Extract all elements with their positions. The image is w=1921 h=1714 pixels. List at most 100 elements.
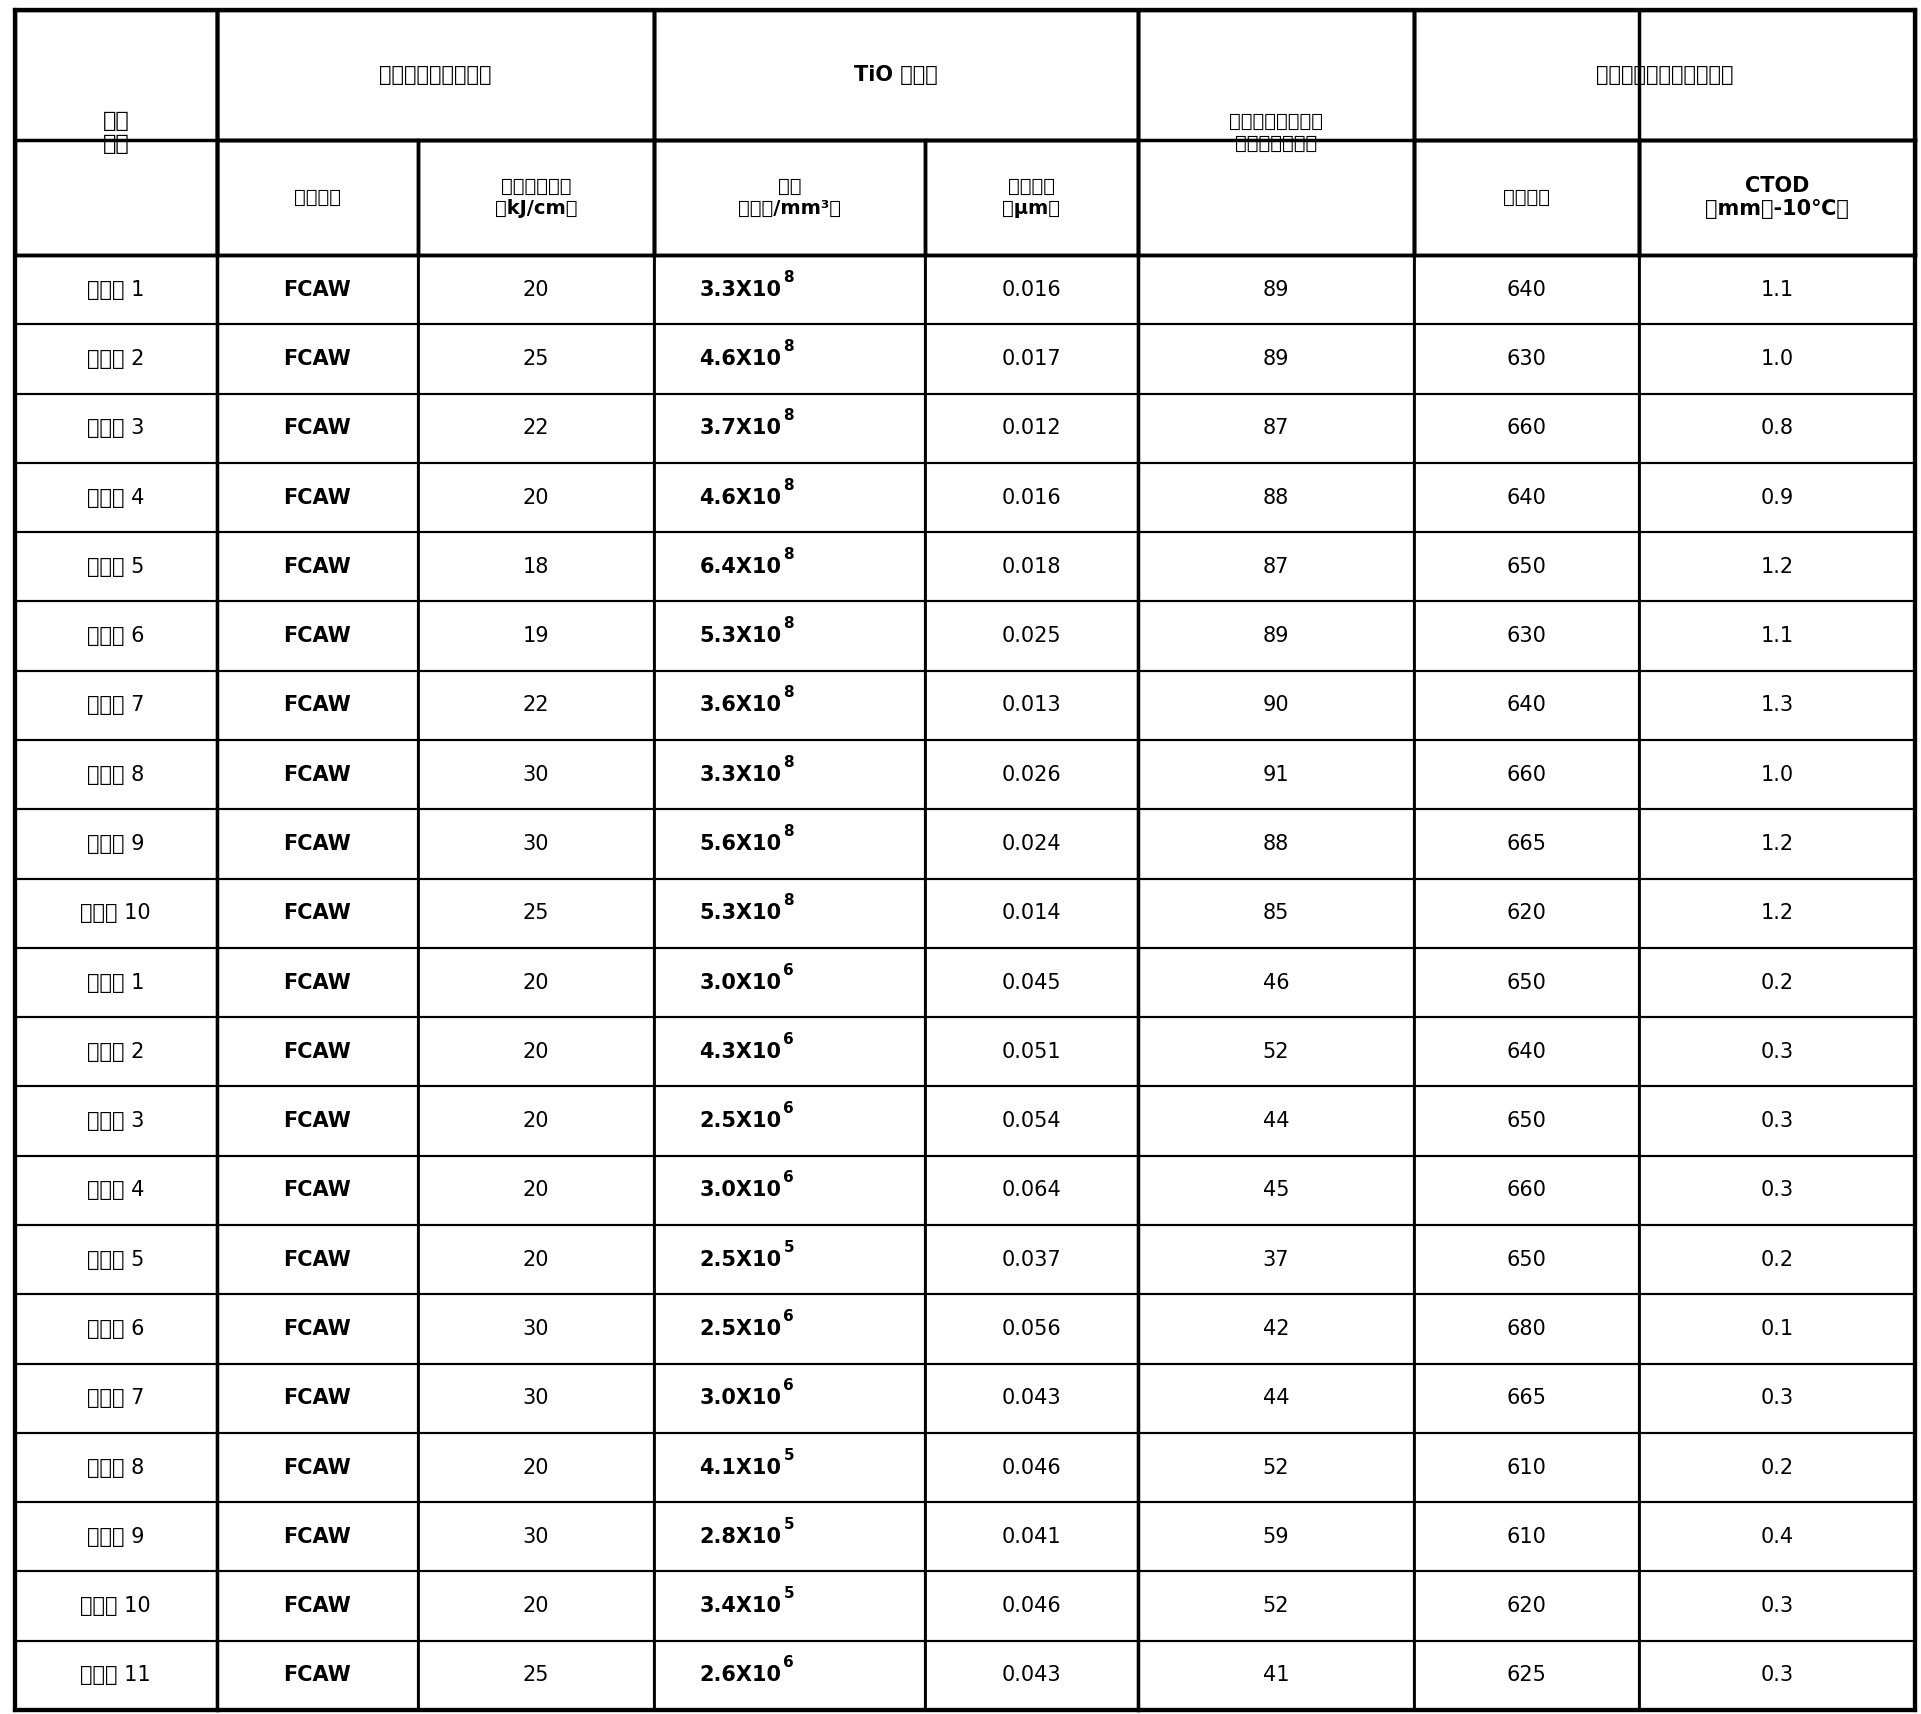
Bar xyxy=(217,670,419,740)
Bar xyxy=(924,1226,1137,1294)
Text: 0.4: 0.4 xyxy=(1760,1527,1794,1546)
Bar xyxy=(217,141,419,255)
Bar xyxy=(419,324,653,394)
Text: 660: 660 xyxy=(1506,418,1546,439)
Text: 8: 8 xyxy=(784,893,793,908)
Text: 20: 20 xyxy=(523,1111,549,1131)
Bar xyxy=(653,10,1137,141)
Bar xyxy=(15,394,217,463)
Text: 0.046: 0.046 xyxy=(1001,1457,1060,1477)
Bar xyxy=(1414,255,1639,324)
Bar xyxy=(1639,463,1915,531)
Bar xyxy=(1414,879,1639,948)
Text: 焊接金属接头的针
状铁素体的分数: 焊接金属接头的针 状铁素体的分数 xyxy=(1229,111,1324,153)
Bar xyxy=(1639,1087,1915,1155)
Text: 对比钑 8: 对比钑 8 xyxy=(86,1457,144,1477)
Bar xyxy=(1639,1226,1915,1294)
Text: 0.3: 0.3 xyxy=(1760,1111,1794,1131)
Text: 650: 650 xyxy=(1506,557,1546,578)
Text: 0.3: 0.3 xyxy=(1760,1388,1794,1409)
Bar xyxy=(924,531,1137,602)
Text: 对比钑 9: 对比钑 9 xyxy=(86,1527,144,1546)
Bar xyxy=(419,809,653,879)
Bar xyxy=(1414,141,1639,255)
Bar xyxy=(217,602,419,670)
Text: 640: 640 xyxy=(1506,1042,1546,1061)
Bar xyxy=(924,670,1137,740)
Text: 52: 52 xyxy=(1262,1457,1289,1477)
Bar xyxy=(217,1640,419,1711)
Bar xyxy=(419,1433,653,1501)
Text: 焊接方法和热量输入: 焊接方法和热量输入 xyxy=(378,65,492,86)
Text: FCAW: FCAW xyxy=(284,350,352,369)
Text: 3.0X10: 3.0X10 xyxy=(699,1181,782,1200)
Text: FCAW: FCAW xyxy=(284,1111,352,1131)
Text: 6: 6 xyxy=(784,1171,793,1186)
Text: 59: 59 xyxy=(1262,1527,1289,1546)
Bar xyxy=(15,1501,217,1572)
Text: 22: 22 xyxy=(523,696,549,715)
Bar xyxy=(1414,809,1639,879)
Text: 87: 87 xyxy=(1262,418,1289,439)
Bar xyxy=(924,879,1137,948)
Text: 625: 625 xyxy=(1506,1666,1546,1685)
Bar xyxy=(419,670,653,740)
Bar xyxy=(1137,879,1414,948)
Text: 发明钑 7: 发明钑 7 xyxy=(86,696,144,715)
Text: 发明钑 4: 发明钑 4 xyxy=(86,487,144,507)
Text: 5.6X10: 5.6X10 xyxy=(699,835,782,854)
Bar xyxy=(419,1572,653,1640)
Bar xyxy=(653,1501,924,1572)
Bar xyxy=(924,1294,1137,1364)
Bar xyxy=(419,141,653,255)
Bar xyxy=(15,809,217,879)
Bar xyxy=(1414,531,1639,602)
Bar xyxy=(15,1640,217,1711)
Text: FCAW: FCAW xyxy=(284,1388,352,1409)
Text: 5: 5 xyxy=(784,1585,793,1601)
Text: 发明钑 3: 发明钑 3 xyxy=(86,418,144,439)
Bar xyxy=(924,1155,1137,1226)
Bar xyxy=(1639,1155,1915,1226)
Bar xyxy=(419,255,653,324)
Bar xyxy=(1414,1501,1639,1572)
Bar xyxy=(1414,1016,1639,1087)
Text: 对比钑 4: 对比钑 4 xyxy=(86,1181,144,1200)
Text: FCAW: FCAW xyxy=(284,1250,352,1270)
Bar xyxy=(419,1364,653,1433)
Text: 20: 20 xyxy=(523,279,549,300)
Text: 0.041: 0.041 xyxy=(1001,1527,1060,1546)
Text: 8: 8 xyxy=(784,478,793,492)
Bar xyxy=(1137,1226,1414,1294)
Text: 0.3: 0.3 xyxy=(1760,1042,1794,1061)
Text: 20: 20 xyxy=(523,487,549,507)
Bar xyxy=(15,1572,217,1640)
Text: 640: 640 xyxy=(1506,487,1546,507)
Text: 1.2: 1.2 xyxy=(1760,835,1794,854)
Bar xyxy=(15,1016,217,1087)
Bar xyxy=(1639,602,1915,670)
Bar xyxy=(653,1016,924,1087)
Text: 5: 5 xyxy=(784,1517,793,1532)
Text: 对比钑 1: 对比钑 1 xyxy=(86,972,144,992)
Bar xyxy=(1414,670,1639,740)
Text: 88: 88 xyxy=(1262,835,1289,854)
Bar xyxy=(653,463,924,531)
Text: 0.8: 0.8 xyxy=(1760,418,1794,439)
Bar xyxy=(1639,1572,1915,1640)
Text: 5: 5 xyxy=(784,1239,793,1255)
Text: 8: 8 xyxy=(784,269,793,285)
Bar xyxy=(653,879,924,948)
Bar xyxy=(217,740,419,809)
Text: 对比钑 3: 对比钑 3 xyxy=(86,1111,144,1131)
Bar xyxy=(1137,948,1414,1016)
Text: FCAW: FCAW xyxy=(284,972,352,992)
Text: 52: 52 xyxy=(1262,1596,1289,1616)
Bar xyxy=(924,1572,1137,1640)
Bar xyxy=(1137,1087,1414,1155)
Bar xyxy=(217,255,419,324)
Text: 42: 42 xyxy=(1262,1320,1289,1339)
Bar xyxy=(924,1016,1137,1087)
Bar xyxy=(419,1087,653,1155)
Bar xyxy=(924,394,1137,463)
